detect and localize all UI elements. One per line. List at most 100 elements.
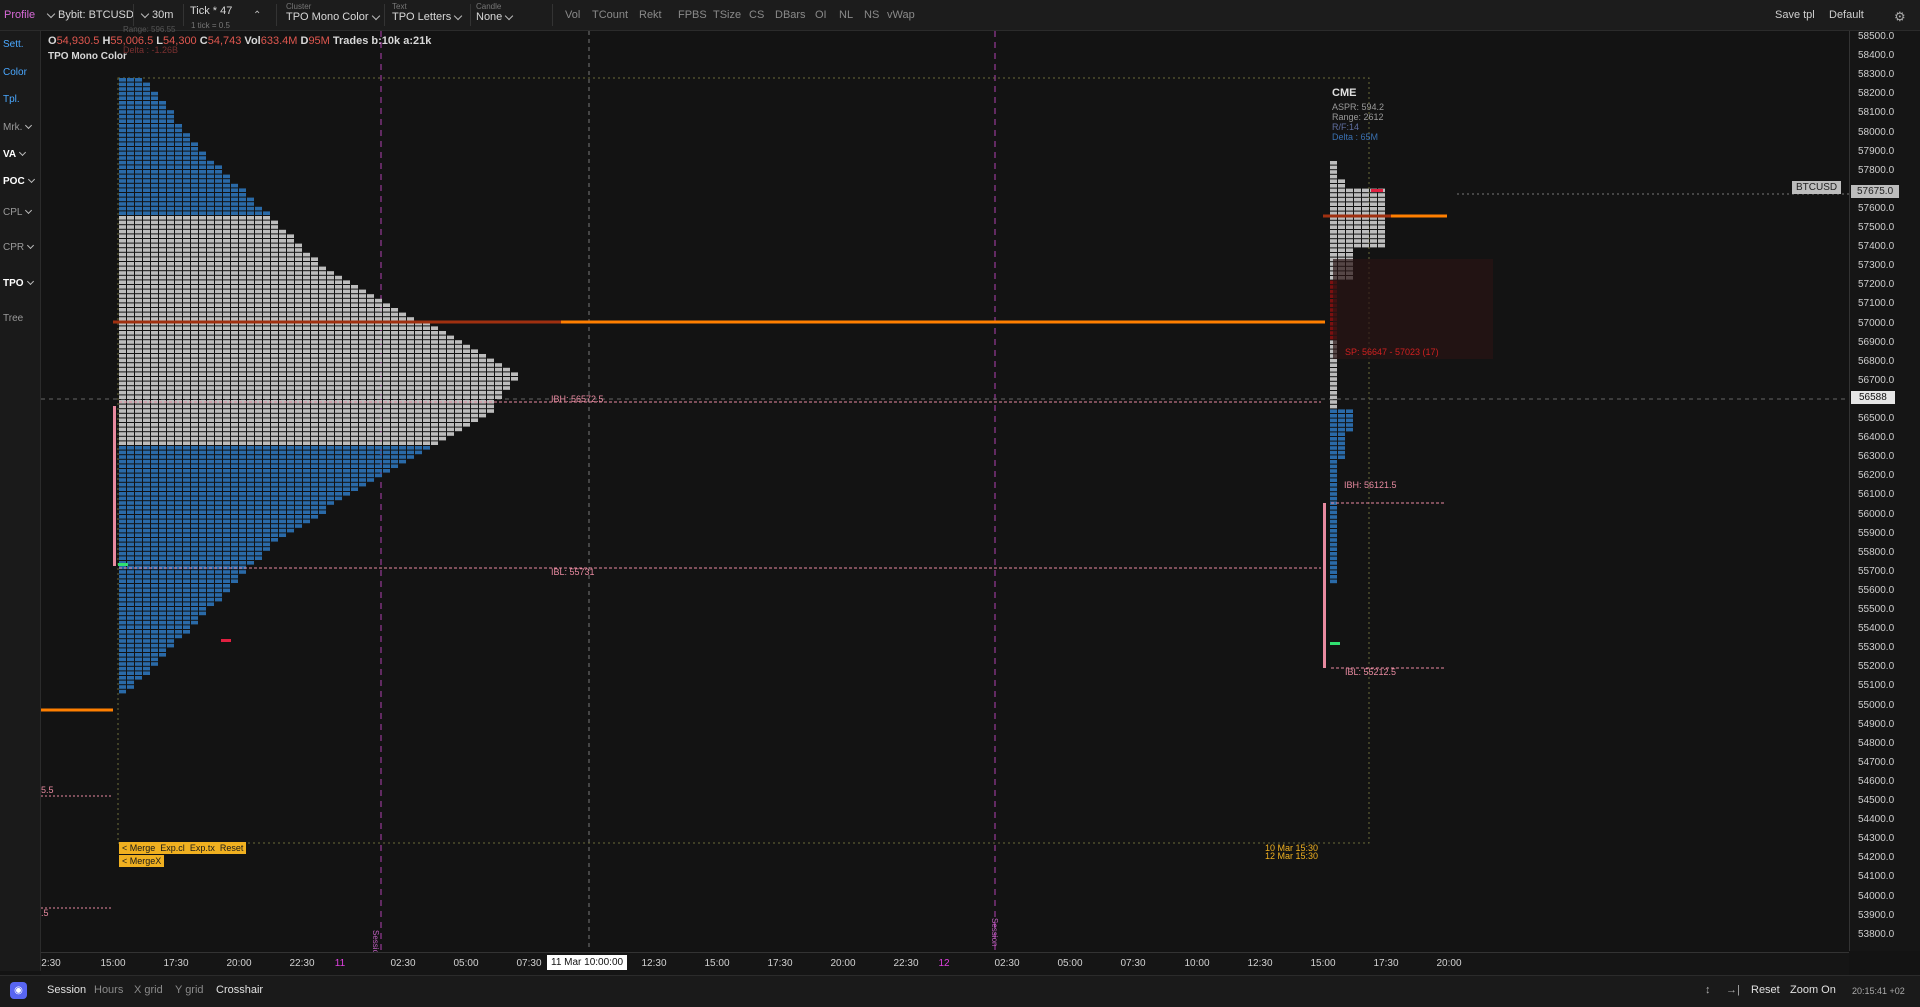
tpo-block: [1346, 230, 1353, 234]
tick-selector[interactable]: Tick * 47: [190, 5, 233, 17]
tpo-block: [487, 386, 494, 390]
merge-button[interactable]: < Merge: [122, 843, 156, 853]
tpo-block: [271, 505, 278, 510]
tpo-block: [319, 464, 326, 468]
indicator-button-tcount[interactable]: TCount: [592, 9, 629, 21]
x-grid-toggle[interactable]: X grid: [134, 984, 163, 996]
chevron-down-icon: [19, 148, 27, 157]
tpo-block: [439, 340, 446, 344]
tpo-block: [159, 124, 166, 128]
sidebar-item-tree[interactable]: Tree: [3, 313, 23, 324]
indicator-button-tsize[interactable]: TSize: [713, 9, 742, 21]
tpo-block: [191, 174, 198, 179]
reset-button[interactable]: Reset: [1751, 984, 1780, 996]
tick-stepper[interactable]: ⌃: [253, 9, 262, 21]
y-grid-toggle[interactable]: Y grid: [175, 984, 204, 996]
tpo-block: [399, 418, 406, 422]
price-axis[interactable]: BTCUSD 57675.0 56588 58500.0 58400.0 58300…: [1792, 31, 1920, 951]
indicator-button-nl[interactable]: NL: [839, 9, 854, 21]
symbol-selector[interactable]: Bybit: BTCUSD: [44, 0, 134, 30]
tpo-block: [135, 381, 142, 386]
tpo-block: [127, 666, 134, 671]
timeframe-selector[interactable]: 30m: [138, 0, 173, 30]
tpo-block: [143, 363, 150, 367]
session-toggle[interactable]: Session: [47, 984, 87, 996]
tpo-block: [223, 427, 230, 432]
sidebar-item-poc[interactable]: POC: [3, 175, 38, 187]
tpo-block: [279, 285, 286, 289]
tpo-block: [263, 275, 270, 280]
default-template-button[interactable]: Default: [1829, 9, 1864, 21]
open-label: O: [48, 35, 57, 47]
tpo-block: [207, 381, 214, 386]
tpo-block: [151, 464, 158, 468]
sidebar-item-sett[interactable]: Sett.: [3, 39, 24, 50]
tpo-chart[interactable]: [41, 31, 1849, 951]
sidebar-item-cpr[interactable]: CPR: [3, 241, 37, 253]
tpo-block: [183, 579, 190, 583]
tpo-block: [231, 335, 238, 340]
indicator-button-fpbs[interactable]: FPBS: [678, 9, 707, 21]
tpo-block: [127, 133, 134, 137]
expand-cluster-button[interactable]: Exp.cl: [160, 843, 185, 853]
indicator-button-dbars[interactable]: DBars: [775, 9, 806, 21]
sidebar-item-va[interactable]: VA: [3, 148, 29, 160]
indicator-button-oi[interactable]: OI: [815, 9, 827, 21]
scroll-to-end-icon[interactable]: →|: [1726, 984, 1740, 996]
save-template-button[interactable]: Save tpl: [1775, 9, 1815, 21]
sidebar-item-cpl[interactable]: CPL: [3, 206, 35, 218]
tpo-block: [127, 303, 134, 307]
indicator-button-vwap[interactable]: vWap: [887, 9, 915, 21]
text-selector[interactable]: TPO Letters: [392, 2, 465, 32]
tpo-block: [135, 225, 142, 229]
tpo-block: [127, 657, 134, 662]
hours-toggle[interactable]: Hours: [94, 984, 124, 996]
tpo-block: [247, 505, 254, 510]
cluster-selector[interactable]: TPO Mono Color: [286, 2, 383, 32]
tpo-block: [119, 496, 126, 501]
vertical-fit-icon[interactable]: ↕: [1705, 984, 1711, 996]
tpo-block: [135, 597, 142, 602]
tpo-block: [255, 528, 262, 533]
tpo-block: [143, 634, 150, 639]
tpo-block: [191, 206, 198, 211]
sidebar-item-tpl[interactable]: Tpl.: [3, 94, 20, 105]
candle-selector[interactable]: None: [476, 2, 516, 32]
sidebar-item-mrk[interactable]: Mrk.: [3, 121, 35, 133]
sidebar-item-color[interactable]: Color: [3, 67, 27, 78]
tpo-block: [167, 252, 174, 257]
tpo-block: [159, 183, 166, 188]
price-tick-label: 57000.0: [1858, 317, 1895, 329]
mergex-button[interactable]: < MergeX: [119, 855, 165, 867]
tpo-block: [151, 662, 158, 666]
tpo-block: [207, 179, 214, 183]
tpo-block: [295, 459, 302, 464]
tpo-block: [127, 354, 134, 358]
indicator-button-vol[interactable]: Vol: [565, 9, 581, 21]
gear-icon[interactable]: ⚙: [1894, 9, 1906, 24]
crosshair-toggle[interactable]: Crosshair: [216, 984, 264, 996]
tpo-block: [263, 487, 270, 491]
indicator-button-ns[interactable]: NS: [864, 9, 880, 21]
tpo-block: [127, 464, 134, 468]
zoom-toggle[interactable]: Zoom On: [1790, 984, 1836, 996]
indicator-button-cs[interactable]: CS: [749, 9, 765, 21]
tpo-block: [215, 501, 222, 505]
tpo-block: [303, 469, 310, 473]
tpo-block: [199, 220, 206, 225]
discord-icon[interactable]: ◉: [10, 982, 27, 999]
tpo-block: [287, 340, 294, 344]
profile-tab[interactable]: Profile: [4, 9, 36, 21]
tpo-block: [143, 648, 150, 652]
tpo-block: [143, 119, 150, 123]
time-axis[interactable]: 11 Mar 10:00:00 2:30 15:00 17:30 20:00 22:30…: [41, 952, 1849, 975]
sidebar-item-tpo[interactable]: TPO: [3, 277, 37, 289]
tpo-block: [375, 423, 382, 427]
tpo-block: [119, 395, 126, 399]
tpo-block: [263, 363, 270, 367]
price-tick-label: 57800.0: [1858, 164, 1895, 176]
expand-text-button[interactable]: Exp.tx: [189, 843, 215, 853]
indicator-button-rekt[interactable]: Rekt: [639, 9, 662, 21]
reset-profile-button[interactable]: Reset: [219, 843, 244, 853]
tpo-block: [231, 372, 238, 376]
